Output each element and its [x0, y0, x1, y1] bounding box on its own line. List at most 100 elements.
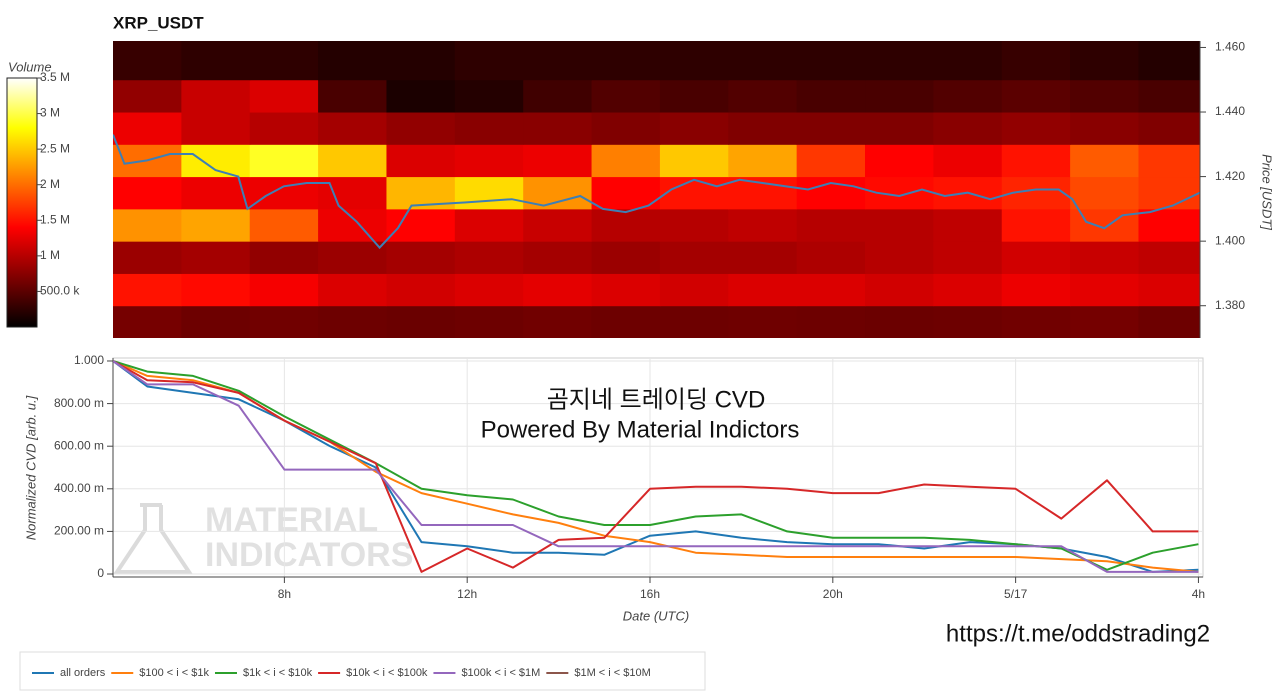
- heat-cell: [181, 208, 251, 242]
- y2-tick-label: 1.380: [1215, 298, 1245, 312]
- y2-tick-label: 1.400: [1215, 233, 1245, 247]
- heat-cell: [796, 176, 866, 210]
- heat-cell: [659, 273, 729, 307]
- legend-box: [19, 651, 706, 691]
- heat-cell: [933, 305, 1003, 338]
- colorbar-tick-label: 1.5 M: [40, 212, 70, 226]
- heat-cell: [454, 241, 524, 274]
- heat-cell: [454, 144, 524, 178]
- colorbar-tick-label: 2.5 M: [40, 141, 70, 155]
- heat-cell: [113, 176, 182, 210]
- heat-cell: [1070, 79, 1139, 113]
- heat-cell: [1070, 144, 1139, 178]
- annotation: Powered By Material Indictors: [481, 416, 800, 443]
- price-line: [113, 134, 1200, 250]
- y-tick-label: 1.000: [74, 353, 104, 367]
- x-tick-label: 20h: [823, 587, 843, 601]
- heat-cell: [659, 79, 729, 113]
- heat-cell: [1070, 305, 1139, 338]
- heat-cell: [1001, 79, 1071, 113]
- heat-cell: [591, 176, 661, 210]
- watermark: MATERIAL INDICATORS: [113, 501, 413, 574]
- heat-cell: [318, 208, 387, 242]
- heat-cell: [1070, 176, 1139, 210]
- x-tick-label: 8h: [278, 587, 291, 601]
- chart-title: XRP_USDT: [113, 13, 204, 32]
- heat-cell: [113, 241, 182, 274]
- heat-cell: [865, 241, 934, 274]
- heat-cell: [933, 144, 1003, 178]
- heat-cell: [1001, 241, 1071, 274]
- heat-cell: [386, 305, 456, 338]
- heat-cell: [523, 144, 593, 178]
- heat-cell: [318, 79, 387, 113]
- heat-cell: [933, 112, 1003, 145]
- heat-cell: [1070, 273, 1139, 307]
- heat-cell: [796, 144, 866, 178]
- heat-cell: [386, 273, 456, 307]
- heat-cell: [591, 112, 661, 145]
- heat-cell: [249, 112, 319, 145]
- heat-cell: [1001, 208, 1071, 242]
- annotation: https://t.me/oddstrading2: [946, 620, 1210, 647]
- heat-cell: [728, 241, 798, 274]
- heat-cell: [865, 41, 934, 81]
- y2-axis-label: Price [USDT]: [1260, 154, 1275, 230]
- colorbar-tick-label: 3.5 M: [40, 70, 70, 84]
- heat-cell: [113, 79, 182, 113]
- heat-cell: [386, 241, 456, 274]
- series-line: [113, 360, 1199, 571]
- heat-cell: [113, 305, 182, 338]
- heat-cell: [728, 305, 798, 338]
- heat-cell: [728, 273, 798, 307]
- heat-cell: [728, 41, 798, 81]
- heatmap: [113, 41, 1200, 338]
- legend-label: all orders: [60, 667, 106, 679]
- x-tick-label: 12h: [457, 587, 477, 601]
- heat-cell: [386, 144, 456, 178]
- heat-cell: [181, 112, 251, 145]
- heat-cell: [454, 79, 524, 113]
- legend-label: $1k < i < $10k: [243, 667, 313, 679]
- heat-cell: [1138, 273, 1200, 307]
- y-tick-label: 0: [97, 566, 104, 580]
- heat-cell: [454, 305, 524, 338]
- heat-cell: [523, 241, 593, 274]
- heat-cell: [249, 273, 319, 307]
- watermark-text: MATERIAL: [205, 501, 378, 539]
- heat-cell: [865, 112, 934, 145]
- heat-cell: [933, 41, 1003, 81]
- heat-cell: [728, 144, 798, 178]
- heat-cell: [1138, 176, 1200, 210]
- heat-cell: [1001, 305, 1071, 338]
- heat-cell: [591, 273, 661, 307]
- heat-cell: [796, 112, 866, 145]
- heat-cell: [249, 176, 319, 210]
- heat-cell: [1001, 112, 1071, 145]
- x-axis-label: Date (UTC): [623, 608, 689, 623]
- y-tick-label: 800.00 m: [54, 396, 104, 410]
- heat-cell: [659, 41, 729, 81]
- heat-cell: [796, 208, 866, 242]
- heat-cell: [386, 41, 456, 81]
- heat-cell: [386, 208, 456, 242]
- heat-cell: [659, 208, 729, 242]
- heat-cell: [181, 305, 251, 338]
- heat-cell: [318, 241, 387, 274]
- heat-cell: [318, 273, 387, 307]
- heat-cell: [1138, 241, 1200, 274]
- series-line: [113, 360, 1199, 573]
- heat-cell: [454, 273, 524, 307]
- watermark-text: INDICATORS: [205, 536, 413, 574]
- heat-cell: [796, 273, 866, 307]
- heat-cell: [249, 208, 319, 242]
- y2-tick-label: 1.420: [1215, 169, 1245, 183]
- heat-cell: [523, 41, 593, 81]
- heat-cell: [865, 273, 934, 307]
- heat-cell: [1001, 273, 1071, 307]
- heat-cell: [591, 79, 661, 113]
- series-line: [113, 360, 1199, 573]
- heat-cell: [659, 144, 729, 178]
- heat-cell: [1138, 144, 1200, 178]
